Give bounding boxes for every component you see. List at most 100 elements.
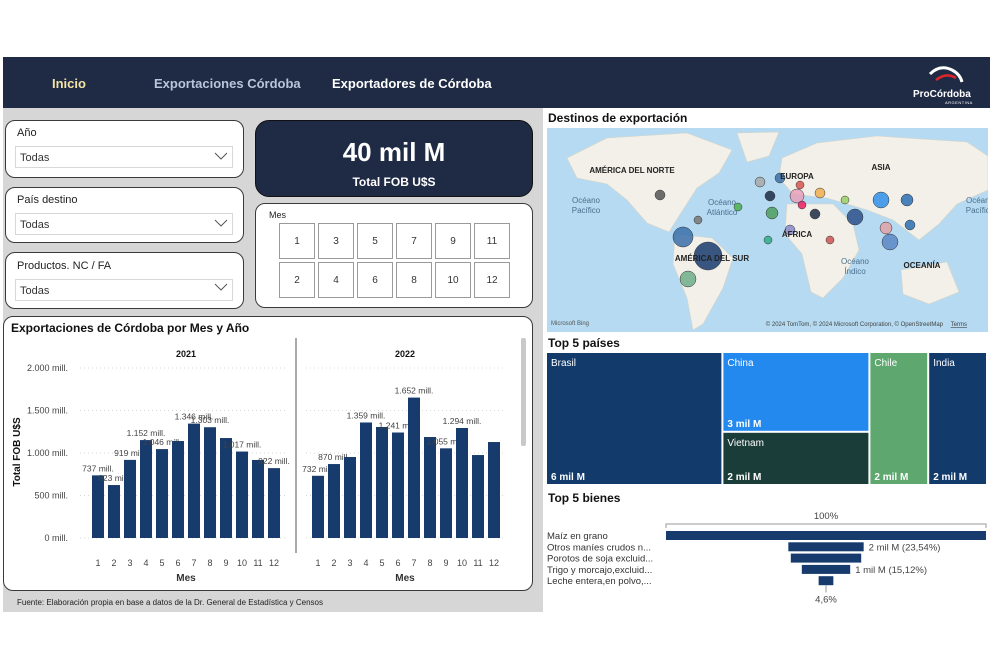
footer: Fuente: Elaboración propia en base a dat…	[17, 598, 323, 607]
map-bubble	[846, 208, 864, 226]
funnel-category: Otros maníes crudos n...	[547, 542, 651, 553]
map-bubble	[797, 200, 807, 210]
month-button[interactable]: 2	[279, 262, 315, 298]
data-label: 732 mill.	[302, 464, 334, 474]
bar	[172, 441, 184, 538]
x-tick-label: 8	[427, 558, 432, 568]
data-label: 919 mill.	[114, 448, 146, 458]
x-tick-label: 1	[95, 558, 100, 568]
data-label: 2 mil M (23,54%)	[869, 542, 941, 553]
funnel-bar	[801, 564, 851, 574]
x-tick-label: 10	[457, 558, 467, 568]
funnel-bracket	[665, 523, 987, 528]
chart-title: Top 5 bienes	[548, 491, 621, 505]
x-tick-label: 8	[207, 558, 212, 568]
logo-text: ProCórdoba	[913, 89, 971, 100]
month-button[interactable]: 7	[396, 223, 432, 259]
y-axis-label: Total FOB U$S	[12, 417, 23, 487]
data-label: 623 mill.	[98, 473, 130, 483]
map-bubble	[881, 233, 899, 251]
logo-sub: ARGENTINA	[945, 100, 973, 105]
data-label: 870 mill.	[318, 452, 350, 462]
treemap-name: Vietnam	[727, 438, 764, 449]
bar	[188, 423, 200, 538]
bar	[424, 437, 436, 538]
kpi-value: 40 mil M	[342, 137, 446, 167]
map-bubble	[795, 180, 805, 190]
map-ocean-label: Océano	[708, 198, 737, 207]
month-button[interactable]: 1	[279, 223, 315, 259]
month-button[interactable]: 4	[318, 262, 354, 298]
map-ocean-label: Océano	[841, 257, 870, 266]
dropdown[interactable]: Todas	[15, 146, 233, 168]
month-button[interactable]: 11	[474, 223, 510, 259]
funnel-bar	[788, 542, 864, 552]
nav-link[interactable]: Exportadores de Córdoba	[332, 76, 492, 91]
month-button[interactable]: 3	[318, 223, 354, 259]
treemap-value: 2 mil M	[727, 472, 761, 483]
x-tick-label: 7	[411, 558, 416, 568]
map-ocean-label: Índico	[844, 267, 866, 276]
logo-icon	[928, 66, 964, 83]
treemap-name: India	[933, 358, 955, 369]
data-label: 822 mill.	[258, 456, 290, 466]
bar	[156, 449, 168, 538]
map-bubble	[872, 191, 890, 209]
map-bubble	[825, 235, 835, 245]
month-button[interactable]: 10	[435, 262, 471, 298]
dropdown-value: Todas	[20, 219, 50, 231]
map-bubble	[763, 235, 773, 245]
month-button[interactable]: 5	[357, 223, 393, 259]
bar	[236, 451, 248, 538]
map-region-label: ÁFRICA	[782, 230, 812, 239]
map-region-label: EUROPA	[780, 172, 814, 181]
month-button[interactable]: 9	[435, 223, 471, 259]
bar	[220, 438, 232, 538]
y-tick-label: 2.000 mill.	[27, 363, 68, 373]
x-axis-label: Mes	[395, 573, 415, 584]
map-bubble	[654, 189, 666, 201]
map-bubble	[764, 190, 776, 202]
data-label: 1.303 mill.	[191, 415, 230, 425]
x-tick-label: 2	[111, 558, 116, 568]
treemap-name: Chile	[874, 358, 897, 369]
facet-header: 2021	[176, 349, 196, 359]
filter-label: País destino	[17, 194, 78, 206]
treemap-name: Brasil	[551, 358, 576, 369]
funnel-category: Maíz en grano	[547, 531, 608, 542]
section-title: Destinos de exportación	[548, 111, 688, 125]
month-button[interactable]: 6	[357, 262, 393, 298]
map-bubble	[879, 221, 893, 235]
month-button[interactable]: 12	[474, 262, 510, 298]
chart-title: Exportaciones de Córdoba por Mes y Año	[11, 321, 249, 335]
map-bubble	[840, 195, 850, 205]
dropdown-value: Todas	[20, 152, 50, 164]
nav-link[interactable]: Inicio	[52, 76, 86, 91]
treemap-value: 3 mil M	[727, 419, 761, 430]
x-tick-label: 3	[347, 558, 352, 568]
map-region-label: AMÉRICA DEL SUR	[675, 254, 749, 263]
dropdown[interactable]: Todas	[15, 213, 233, 235]
scrollbar[interactable]	[521, 338, 526, 446]
map-bubble	[900, 193, 914, 207]
map-ocean-label: Océano	[572, 196, 601, 205]
nav-link[interactable]: Exportaciones Córdoba	[154, 76, 301, 91]
data-label: 1.046 mill.	[143, 437, 182, 447]
dropdown[interactable]: Todas	[15, 279, 233, 301]
africa	[784, 203, 860, 299]
chart-title: Top 5 países	[548, 336, 620, 350]
bar	[92, 475, 104, 538]
data-label: 1.152 mill.	[127, 428, 166, 438]
map-bubble	[754, 176, 766, 188]
bar	[328, 464, 340, 538]
australia	[900, 261, 960, 305]
chevrons	[214, 152, 228, 291]
data-label: 1 mil M (15,12%)	[855, 565, 927, 576]
x-tick-label: 9	[223, 558, 228, 568]
map-logo: Microsoft Bing	[551, 321, 589, 327]
greenland	[736, 131, 780, 163]
month-button[interactable]: 8	[396, 262, 432, 298]
north-america	[566, 132, 733, 233]
